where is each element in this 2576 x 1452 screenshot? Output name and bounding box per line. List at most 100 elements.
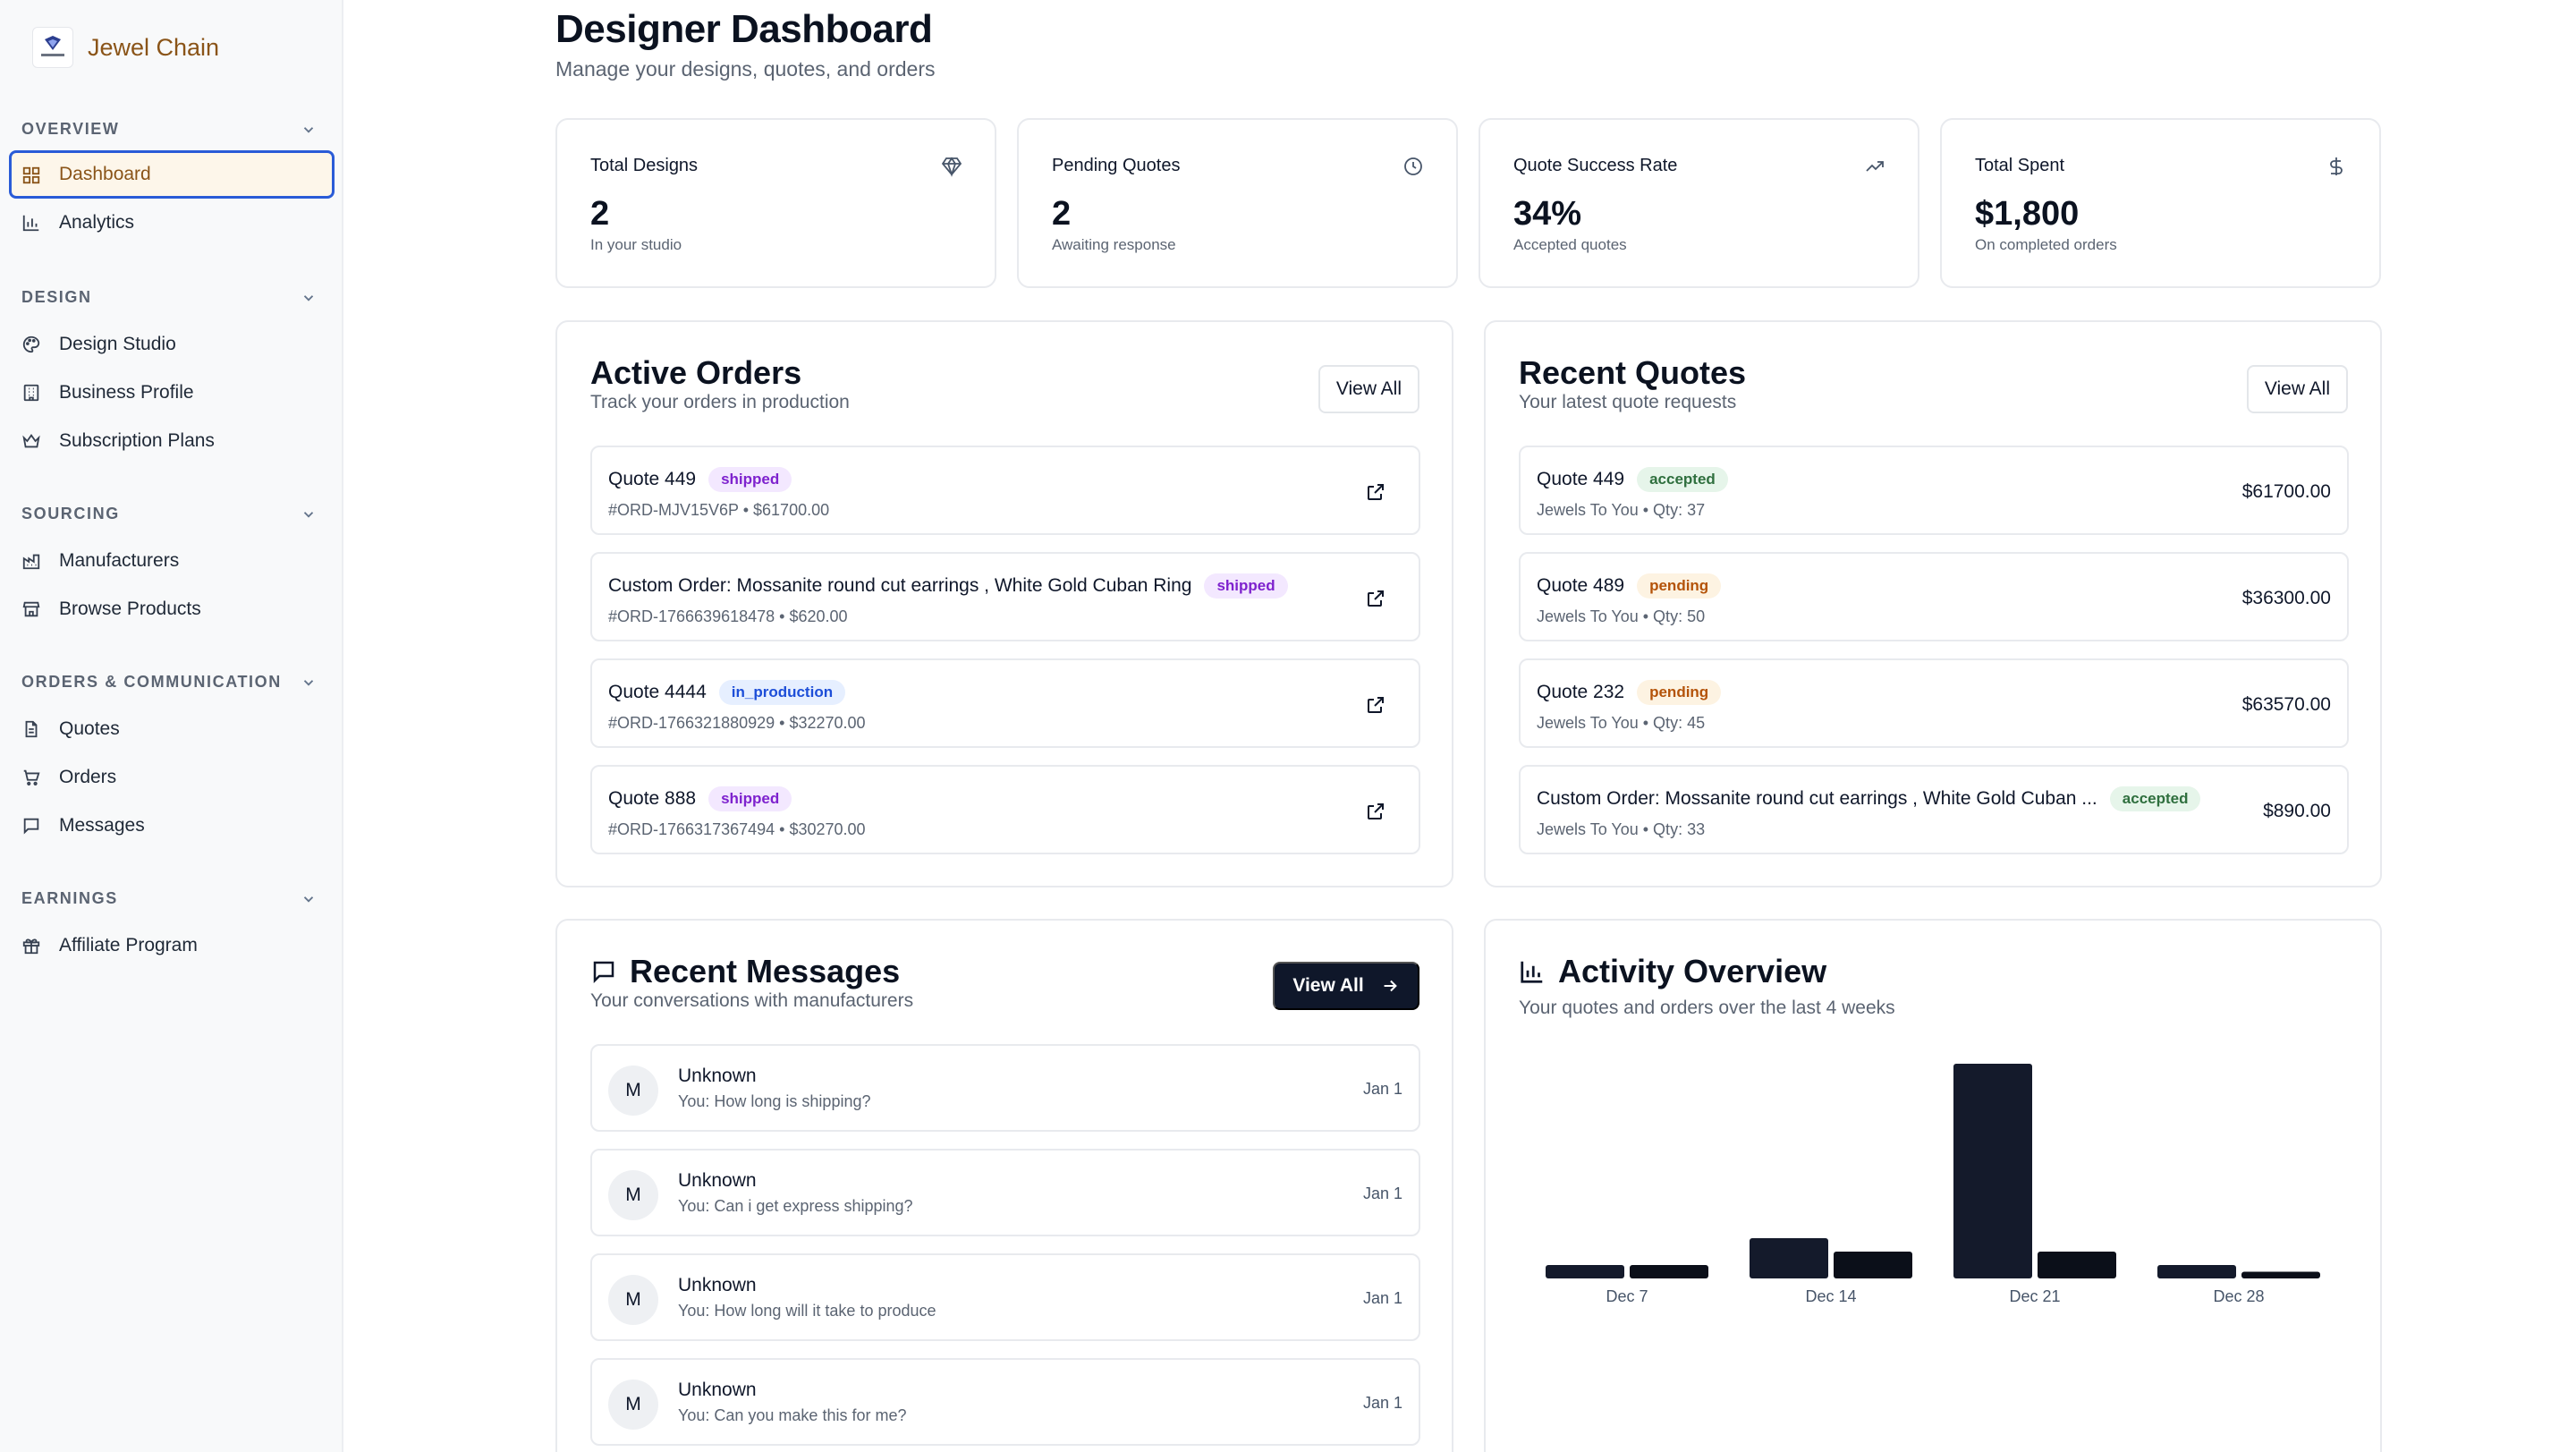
status-badge: shipped [708, 786, 792, 811]
sidebar-item-design-studio[interactable]: Design Studio [9, 322, 335, 367]
recent-quotes-card: Recent Quotes Your latest quote requests… [1484, 320, 2382, 887]
quote-row[interactable]: Quote 232 pending Jewels To You • Qty: 4… [1519, 658, 2349, 748]
sidebar-item-orders[interactable]: Orders [9, 755, 335, 800]
activity-chart: Dec 7 Dec 14 Dec 21 Dec 28 [1546, 1064, 2320, 1305]
gift-icon [22, 938, 40, 955]
status-badge: pending [1637, 680, 1722, 705]
order-row[interactable]: Quote 449 shipped #ORD-MJV15V6P • $61700… [590, 446, 1420, 535]
status-badge: accepted [2109, 786, 2201, 811]
view-all-messages-button[interactable]: View All [1273, 962, 1419, 1010]
message-preview: You: Can you make this for me? [678, 1406, 907, 1424]
avatar: M [608, 1066, 658, 1116]
sidebar-item-analytics[interactable]: Analytics [9, 200, 335, 245]
external-link-icon[interactable] [1365, 694, 1386, 716]
order-row[interactable]: Custom Order: Mossanite round cut earrin… [590, 552, 1420, 641]
sidebar-item-dashboard[interactable]: Dashboard [9, 150, 335, 199]
message-square-icon [23, 818, 39, 835]
sidebar-item-label: Orders [59, 767, 117, 787]
group-title-earnings[interactable]: EARNINGS [0, 880, 343, 916]
sidebar-item-quotes[interactable]: Quotes [9, 707, 335, 751]
group-title-orders-communication[interactable]: ORDERS & COMMUNICATION [0, 664, 343, 700]
stat-hint: Awaiting response [1052, 236, 1176, 253]
stat-card-quote-success-rate: Quote Success Rate 34% Accepted quotes [1479, 118, 1919, 288]
sidebar-item-messages[interactable]: Messages [9, 803, 335, 848]
sidebar-item-label: Subscription Plans [59, 430, 215, 451]
x-tick-label: Dec 14 [1805, 1287, 1856, 1305]
card-title-row: Recent Messages [590, 953, 900, 990]
chevron-down-icon [303, 295, 314, 301]
quote-amount: $61700.00 [2241, 481, 2331, 502]
order-meta: #ORD-1766639618478 • $620.00 [608, 607, 848, 625]
order-row[interactable]: Quote 4444 in_production #ORD-1766321880… [590, 658, 1420, 748]
active-orders-card: Active Orders Track your orders in produ… [555, 320, 1453, 887]
message-row[interactable]: M Unknown You: Can i get express shippin… [590, 1149, 1420, 1236]
sidebar-item-affiliate-program[interactable]: Affiliate Program [9, 923, 335, 968]
group-title-design[interactable]: DESIGN [0, 279, 343, 315]
message-row[interactable]: M Unknown You: How long will it take to … [590, 1253, 1420, 1341]
order-row[interactable]: Quote 888 shipped #ORD-1766317367494 • $… [590, 765, 1420, 854]
message-row[interactable]: M Unknown You: Can you make this for me?… [590, 1358, 1420, 1446]
order-title: Quote 4444 [608, 682, 707, 702]
status-badge: in_production [718, 680, 846, 705]
sidebar-item-subscription-plans[interactable]: Subscription Plans [9, 419, 335, 463]
order-title-line: Quote 449 shipped [608, 467, 792, 492]
brand[interactable]: Jewel Chain [32, 27, 219, 68]
order-meta: #ORD-1766317367494 • $30270.00 [608, 820, 866, 838]
card-title-row: Activity Overview [1519, 953, 1826, 990]
sidebar-item-browse-products[interactable]: Browse Products [9, 587, 335, 632]
order-title: Quote 449 [608, 469, 697, 489]
quote-row[interactable]: Quote 489 pending Jewels To You • Qty: 5… [1519, 552, 2349, 641]
status-badge: accepted [1637, 467, 1728, 492]
stat-value: 34% [1513, 195, 1582, 233]
quote-row[interactable]: Quote 449 accepted Jewels To You • Qty: … [1519, 446, 2349, 535]
card-title: Recent Quotes [1519, 354, 1747, 391]
nav-group-overview: OVERVIEW Dashboard Analytics [0, 111, 343, 245]
button-label: View All [1292, 975, 1364, 996]
card-subtitle: Track your orders in production [590, 392, 850, 412]
group-title-overview[interactable]: OVERVIEW [0, 111, 343, 147]
dollar-icon [2330, 157, 2343, 175]
status-badge: shipped [708, 467, 792, 492]
bar-chart-icon [1521, 961, 1543, 983]
chart-bar [2038, 1252, 2116, 1278]
chart-bar [1546, 1265, 1624, 1278]
external-link-icon[interactable] [1365, 588, 1386, 609]
quote-amount: $36300.00 [2241, 588, 2331, 608]
palette-icon [22, 335, 40, 353]
sidebar-item-manufacturers[interactable]: Manufacturers [9, 539, 335, 583]
sidebar-item-label: Manufacturers [59, 550, 180, 571]
quote-row[interactable]: Custom Order: Mossanite round cut earrin… [1519, 765, 2349, 854]
recent-messages-card: Recent Messages Your conversations with … [555, 919, 1453, 1452]
sidebar-item-label: Business Profile [59, 382, 194, 403]
chart-bar [1750, 1238, 1828, 1278]
store-icon [22, 601, 40, 617]
message-sender: Unknown [678, 1066, 757, 1086]
stat-hint: On completed orders [1975, 236, 2117, 253]
group-title-sourcing[interactable]: SOURCING [0, 496, 343, 531]
order-title-line: Quote 4444 in_production [608, 680, 846, 705]
view-all-orders-button[interactable]: View All [1318, 365, 1419, 413]
avatar: M [608, 1380, 658, 1430]
file-text-icon [25, 720, 38, 738]
stat-label: Quote Success Rate [1513, 156, 1678, 175]
group-title-label: EARNINGS [21, 888, 118, 907]
order-title: Custom Order: Mossanite round cut earrin… [608, 575, 1192, 596]
sidebar-item-label: Browse Products [59, 599, 201, 619]
activity-overview-card: Activity Overview Your quotes and orders… [1484, 919, 2382, 1452]
external-link-icon[interactable] [1365, 481, 1386, 503]
stat-hint: In your studio [590, 236, 682, 253]
stat-value: 2 [590, 195, 610, 233]
external-link-icon[interactable] [1365, 801, 1386, 822]
quote-meta: Jewels To You • Qty: 37 [1537, 501, 1706, 519]
quote-amount: $63570.00 [2241, 694, 2331, 715]
layout-grid-icon [22, 166, 40, 184]
clock-icon [1404, 157, 1422, 175]
nav-group-sourcing: SOURCING Manufacturers Browse Products [0, 496, 343, 632]
message-row[interactable]: M Unknown You: How long is shipping? Jan… [590, 1044, 1420, 1132]
sidebar-item-business-profile[interactable]: Business Profile [9, 370, 335, 415]
view-all-quotes-button[interactable]: View All [2246, 365, 2348, 413]
page-title: Designer Dashboard [555, 7, 933, 51]
building-icon [23, 384, 39, 402]
group-title-label: ORDERS & COMMUNICATION [21, 672, 282, 691]
x-tick-label: Dec 21 [2009, 1287, 2060, 1305]
